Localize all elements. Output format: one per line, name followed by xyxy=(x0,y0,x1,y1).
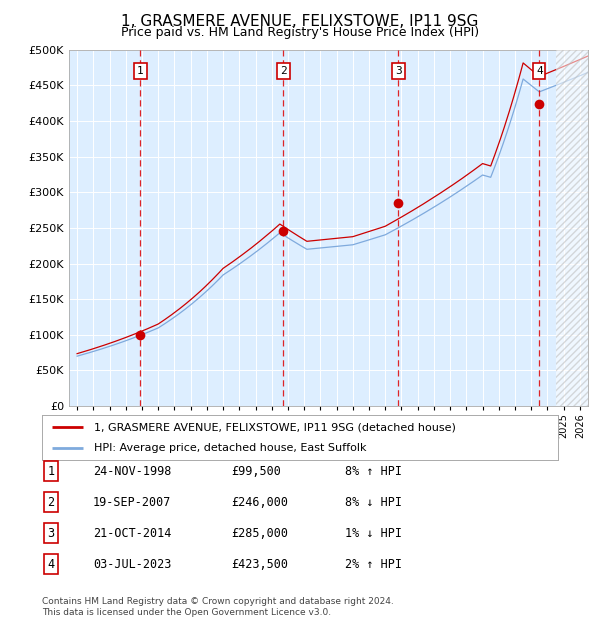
Text: Contains HM Land Registry data © Crown copyright and database right 2024.
This d: Contains HM Land Registry data © Crown c… xyxy=(42,598,394,617)
Text: 24-NOV-1998: 24-NOV-1998 xyxy=(93,465,172,477)
Text: 3: 3 xyxy=(47,527,55,539)
Text: 4: 4 xyxy=(536,66,543,76)
Text: 03-JUL-2023: 03-JUL-2023 xyxy=(93,558,172,570)
Text: 8% ↑ HPI: 8% ↑ HPI xyxy=(345,465,402,477)
Text: 2: 2 xyxy=(280,66,287,76)
Text: 8% ↓ HPI: 8% ↓ HPI xyxy=(345,496,402,508)
Text: 19-SEP-2007: 19-SEP-2007 xyxy=(93,496,172,508)
Text: 4: 4 xyxy=(47,558,55,570)
Bar xyxy=(556,0,596,406)
Text: 21-OCT-2014: 21-OCT-2014 xyxy=(93,527,172,539)
Text: 1: 1 xyxy=(137,66,144,76)
Text: 2% ↑ HPI: 2% ↑ HPI xyxy=(345,558,402,570)
Text: 1% ↓ HPI: 1% ↓ HPI xyxy=(345,527,402,539)
Text: £423,500: £423,500 xyxy=(231,558,288,570)
Text: 1: 1 xyxy=(47,465,55,477)
Text: 1, GRASMERE AVENUE, FELIXSTOWE, IP11 9SG: 1, GRASMERE AVENUE, FELIXSTOWE, IP11 9SG xyxy=(121,14,479,29)
Text: 1, GRASMERE AVENUE, FELIXSTOWE, IP11 9SG (detached house): 1, GRASMERE AVENUE, FELIXSTOWE, IP11 9SG… xyxy=(94,422,455,433)
Text: £246,000: £246,000 xyxy=(231,496,288,508)
Text: 2: 2 xyxy=(47,496,55,508)
Text: £99,500: £99,500 xyxy=(231,465,281,477)
Text: Price paid vs. HM Land Registry's House Price Index (HPI): Price paid vs. HM Land Registry's House … xyxy=(121,26,479,39)
Text: 3: 3 xyxy=(395,66,402,76)
Text: £285,000: £285,000 xyxy=(231,527,288,539)
Text: HPI: Average price, detached house, East Suffolk: HPI: Average price, detached house, East… xyxy=(94,443,366,453)
